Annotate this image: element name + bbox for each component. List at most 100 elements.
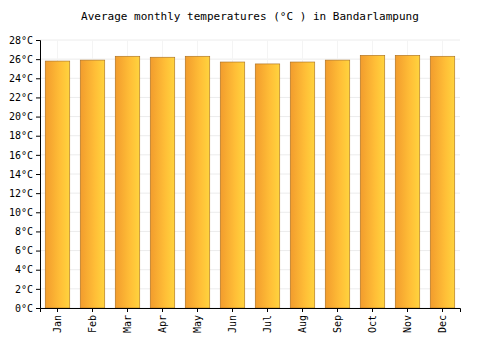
y-tick-mark [36, 308, 40, 309]
bar [395, 55, 420, 308]
x-tick: Sep [332, 308, 343, 333]
y-tick-mark [36, 155, 40, 156]
x-tick-mark [197, 308, 198, 312]
y-tick-label: 26°C [9, 54, 33, 65]
x-tick-label: Jun [227, 315, 238, 333]
x-tick-mark [162, 308, 163, 312]
y-tick-label: 22°C [9, 92, 33, 103]
y-tick-mark [36, 270, 40, 271]
x-axis: Jan Feb Mar Apr May Jun Jul Aug Sep Oct Nov Dec [41, 308, 461, 333]
x-tick-mark [232, 308, 233, 312]
x-tick-label: Jan [52, 315, 63, 333]
y-tick: 24°C [9, 73, 40, 84]
bar [185, 56, 210, 308]
y-tick-mark [36, 212, 40, 213]
grid-line [40, 40, 460, 41]
y-tick: 0°C [15, 303, 40, 314]
y-tick: 12°C [9, 188, 40, 199]
y-tick-label: 2°C [15, 284, 33, 295]
y-tick-mark [36, 136, 40, 137]
x-tick: Feb [87, 308, 98, 333]
bar [220, 62, 245, 308]
bar [150, 57, 175, 308]
y-tick-label: 14°C [9, 169, 33, 180]
plot: 0°C 2°C 4°C 6°C 8°C 10°C 12°C 14°C 16°C 18°C 20°C 2… [9, 35, 461, 333]
y-tick-mark [36, 40, 40, 41]
x-tick-label: Apr [157, 315, 168, 333]
x-tick-mark [302, 308, 303, 312]
x-tick-label: Oct [367, 315, 378, 333]
x-tick: Jul [262, 308, 273, 333]
y-tick-label: 16°C [9, 150, 33, 161]
y-tick-label: 20°C [9, 111, 33, 122]
y-tick: 18°C [9, 130, 40, 141]
bar [115, 56, 140, 308]
x-tick: Aug [297, 308, 308, 333]
bar [360, 55, 385, 308]
y-tick: 16°C [9, 150, 40, 161]
y-tick: 10°C [9, 207, 40, 218]
x-tick-label: Jul [262, 315, 273, 333]
y-tick-mark [36, 59, 40, 60]
x-tick-mark [92, 308, 93, 312]
x-tick-label: May [192, 315, 203, 333]
x-tick: Apr [157, 308, 168, 333]
y-tick-label: 8°C [15, 226, 33, 237]
y-tick-label: 24°C [9, 73, 33, 84]
y-tick-label: 6°C [15, 245, 33, 256]
x-tick-mark [267, 308, 268, 312]
y-tick-label: 18°C [9, 130, 33, 141]
y-tick-label: 0°C [15, 303, 33, 314]
bar [45, 61, 70, 308]
x-tick-mark [372, 308, 373, 312]
y-tick: 20°C [9, 111, 40, 122]
x-tick-mark [442, 308, 443, 312]
x-tick-label: Nov [402, 315, 413, 333]
bars [45, 55, 455, 308]
y-tick-mark [36, 289, 40, 290]
y-tick-label: 12°C [9, 188, 33, 199]
y-tick: 6°C [15, 245, 40, 256]
y-tick-label: 4°C [15, 264, 33, 275]
bar [290, 62, 315, 308]
x-tick: Jun [227, 308, 238, 333]
x-tick: Nov [402, 308, 413, 333]
y-tick-mark [36, 251, 40, 252]
x-tick-mark [407, 308, 408, 312]
y-tick-mark [36, 174, 40, 175]
y-tick-label: 28°C [9, 35, 33, 46]
x-tick: May [192, 308, 203, 333]
y-tick: 4°C [15, 264, 40, 275]
y-tick: 22°C [9, 92, 40, 103]
x-tick: Jan [52, 308, 63, 333]
y-tick-mark [36, 193, 40, 194]
x-axis-line [41, 309, 461, 313]
bar [255, 64, 280, 308]
x-tick-label: Dec [437, 315, 448, 333]
y-tick: 2°C [15, 284, 40, 295]
y-tick-mark [36, 231, 40, 232]
y-axis-line [36, 41, 41, 309]
y-tick: 26°C [9, 54, 40, 65]
x-tick-label: Feb [87, 315, 98, 333]
y-tick-mark [36, 78, 40, 79]
y-tick-mark [36, 97, 40, 98]
x-tick-label: Sep [332, 315, 343, 333]
y-tick-label: 10°C [9, 207, 33, 218]
y-tick: 8°C [15, 226, 40, 237]
bar [80, 60, 105, 308]
y-axis: 0°C 2°C 4°C 6°C 8°C 10°C 12°C 14°C 16°C 18°C 20°C 2… [9, 35, 41, 314]
x-tick-mark [127, 308, 128, 312]
x-tick-label: Mar [122, 315, 133, 333]
bar [430, 56, 455, 308]
y-tick: 28°C [9, 35, 40, 46]
x-tick-label: Aug [297, 315, 308, 333]
x-tick: Mar [122, 308, 133, 333]
y-tick-mark [36, 117, 40, 118]
grid [40, 40, 460, 308]
y-tick: 14°C [9, 169, 40, 180]
title: Average monthly temperatures (°C ) in Ba… [81, 10, 419, 23]
x-tick-mark [57, 308, 58, 312]
chart: 0°C 2°C 4°C 6°C 8°C 10°C 12°C 14°C 16°C 18°C 20°C 2… [0, 0, 500, 350]
bar [325, 60, 350, 308]
